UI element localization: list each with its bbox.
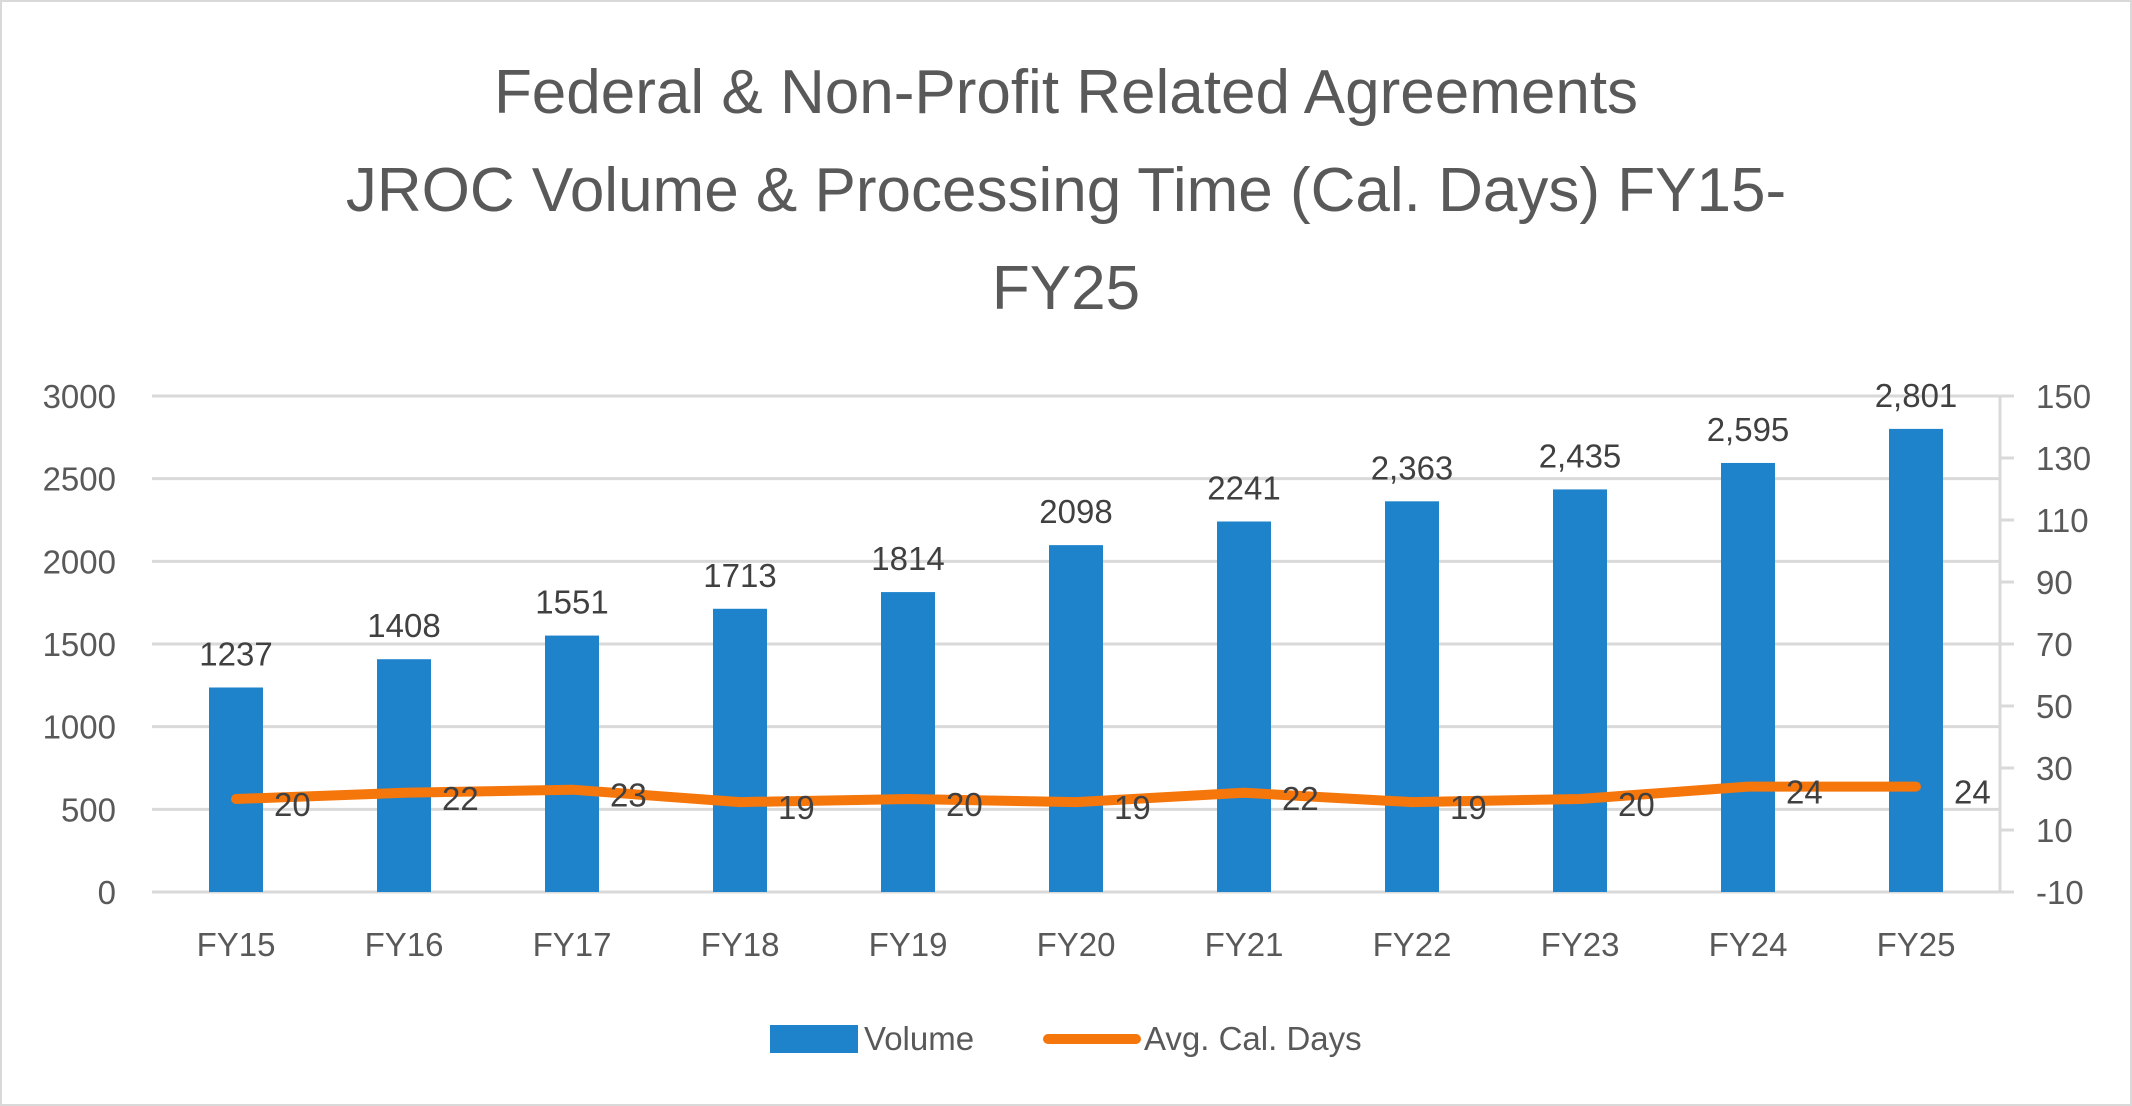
bar-data-label: 1551	[535, 584, 608, 621]
x-axis-tick-label: FY23	[1541, 926, 1620, 963]
left-axis-tick-label: 2500	[43, 461, 116, 498]
right-axis-ticks: -10 10 30 50 70 90 110 130 150	[2036, 378, 2091, 911]
right-axis-tick-label: 130	[2036, 440, 2091, 477]
bar-data-label: 2,363	[1371, 449, 1454, 486]
bar-data-label: 1237	[199, 635, 272, 672]
bar	[881, 592, 935, 892]
right-axis-tick-label: 90	[2036, 564, 2073, 601]
right-axis-tick-label: -10	[2036, 874, 2084, 911]
bar	[1049, 545, 1103, 892]
line-data-label: 20	[274, 786, 311, 823]
legend-swatch-volume	[770, 1025, 858, 1053]
left-axis-tick-label: 2000	[43, 543, 116, 580]
x-axis-tick-label: FY22	[1373, 926, 1452, 963]
bar-data-label: 2241	[1207, 469, 1280, 506]
bar-series-volume	[209, 428, 1943, 892]
bar	[545, 635, 599, 892]
left-axis-tick-label: 3000	[43, 378, 116, 415]
bar-data-label: 2,801	[1875, 377, 1958, 414]
line-data-label: 22	[442, 780, 479, 817]
bar-data-label: 1713	[703, 557, 776, 594]
line-data-label: 24	[1954, 774, 1991, 811]
right-axis-tick-label: 110	[2036, 502, 2089, 539]
chart-title-line-3: FY25	[992, 254, 1140, 323]
left-axis-tick-label: 1500	[43, 626, 116, 663]
bar-data-label: 2,435	[1539, 437, 1622, 474]
bar	[1385, 501, 1439, 892]
x-axis-tick-label: FY20	[1037, 926, 1116, 963]
right-axis-tick-label: 70	[2036, 626, 2073, 663]
line-data-label: 19	[1450, 789, 1487, 826]
legend-label-avg-cal-days: Avg. Cal. Days	[1144, 1020, 1362, 1057]
x-axis-tick-label: FY16	[365, 926, 444, 963]
line-data-label: 22	[1282, 780, 1319, 817]
bar-data-labels: 1237 1408 1551 1713 1814 2098 2241 2,363 2,435 2,…	[199, 377, 1957, 673]
line-data-label: 24	[1786, 774, 1823, 811]
bar	[377, 659, 431, 892]
line-data-label: 19	[778, 789, 815, 826]
bar-data-label: 2098	[1039, 493, 1112, 530]
left-axis-tick-label: 500	[61, 791, 116, 828]
line-data-label: 23	[610, 777, 647, 814]
right-axis-tick-label: 10	[2036, 812, 2073, 849]
legend: Volume Avg. Cal. Days	[770, 1020, 1362, 1057]
bar-data-label: 1814	[871, 540, 944, 577]
line-series-avg-cal-days	[231, 781, 1921, 808]
right-axis	[1998, 394, 2014, 894]
bar	[713, 608, 767, 892]
x-axis-tick-label: FY19	[869, 926, 948, 963]
x-axis-tick-label: FY15	[197, 926, 276, 963]
line-data-label: 20	[1618, 786, 1655, 823]
bar	[1217, 521, 1271, 892]
line-data-label: 20	[946, 786, 983, 823]
x-axis-tick-label: FY25	[1877, 926, 1956, 963]
bar-data-label: 1408	[367, 607, 440, 644]
chart-title: Federal & Non-Profit Related Agreements …	[346, 58, 1786, 323]
chart-title-line-2: JROC Volume & Processing Time (Cal. Days…	[346, 156, 1786, 225]
right-axis-tick-label: 30	[2036, 750, 2073, 787]
right-axis-tick-label: 50	[2036, 688, 2073, 725]
line-data-labels: 20 22 23 19 20 19 22 19 20 24 24	[274, 774, 1991, 827]
x-axis-tick-label: FY17	[533, 926, 612, 963]
chart-title-line-1: Federal & Non-Profit Related Agreements	[494, 58, 1638, 127]
line-data-label: 19	[1114, 789, 1151, 826]
bar	[1553, 489, 1607, 892]
x-axis-ticks: FY15 FY16 FY17 FY18 FY19 FY20 FY21 FY22 FY23 FY24…	[197, 926, 1956, 963]
bar	[209, 687, 263, 892]
legend-label-volume: Volume	[864, 1020, 974, 1057]
x-axis-tick-label: FY24	[1709, 926, 1788, 963]
bar	[1721, 462, 1775, 892]
x-axis-tick-label: FY18	[701, 926, 780, 963]
right-axis-tick-label: 150	[2036, 378, 2091, 415]
x-axis-tick-label: FY21	[1205, 926, 1284, 963]
left-axis-ticks: 0 500 1000 1500 2000 2500 3000	[43, 378, 116, 911]
bar	[1889, 428, 1943, 892]
left-axis-tick-label: 0	[98, 874, 116, 911]
left-axis-tick-label: 1000	[43, 709, 116, 746]
bar-data-label: 2,595	[1707, 411, 1790, 448]
